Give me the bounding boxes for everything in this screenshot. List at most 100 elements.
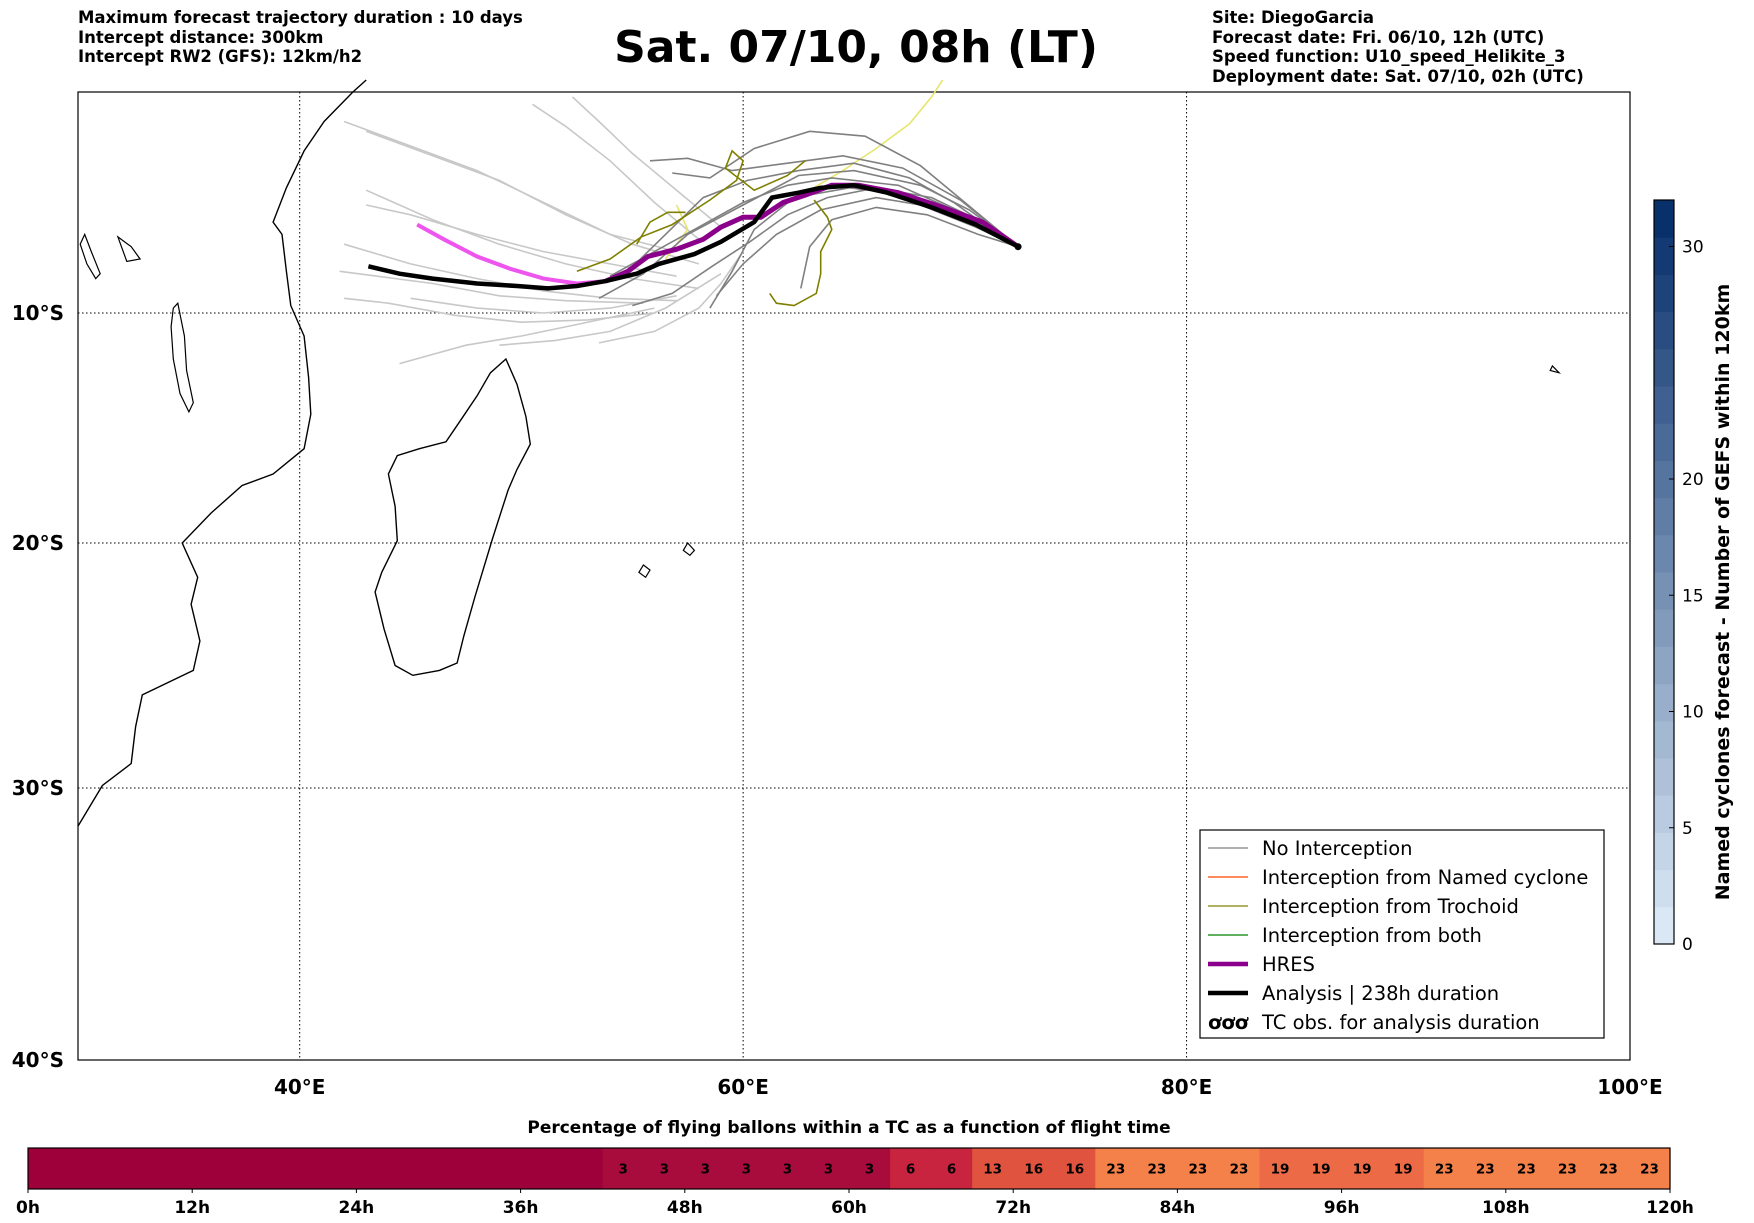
legend-label: HRES: [1262, 953, 1315, 976]
legend-label: Analysis | 238h duration: [1262, 982, 1499, 1005]
colorbar-band: [1654, 832, 1674, 871]
flight-time-cell-value: 23: [1435, 1162, 1454, 1178]
page-title: Sat. 07/10, 08h (LT): [614, 22, 1098, 73]
colorbar-band: [1654, 534, 1674, 573]
gefs-member-trajectory: [571, 96, 722, 228]
no-interception-trajectory: [672, 130, 1019, 248]
flight-time-cell-value: 3: [660, 1162, 669, 1178]
flight-time-cell-value: 16: [1024, 1162, 1043, 1178]
no-interception-trajectory: [649, 154, 1019, 248]
flight-time-cell: [192, 1148, 234, 1189]
flight-time-cell: [1136, 1148, 1178, 1189]
lake-outline: [79, 232, 101, 280]
colorbar-tick-label: 10: [1682, 703, 1704, 723]
legend-entry-both: Interception from both: [1208, 924, 1482, 947]
flight-time-cell: [849, 1148, 891, 1189]
lat-tick-label: 10°S: [12, 301, 64, 325]
flight-time-strip: Percentage of flying ballons within a TC…: [16, 1118, 1694, 1218]
flight-time-cell: [356, 1148, 399, 1189]
gefs-member-trajectory: [366, 204, 677, 277]
colorbar-band: [1654, 572, 1674, 610]
graticule: [78, 92, 1630, 1060]
flight-time-cell-value: 3: [701, 1162, 710, 1178]
flight-time-cell-value: 23: [1599, 1162, 1618, 1178]
gefs-member-trajectory: [343, 120, 677, 253]
colorbar-band: [1654, 200, 1674, 238]
colorbar-tick-label: 30: [1682, 238, 1704, 258]
legend-label: Interception from Named cyclone: [1262, 866, 1588, 889]
flight-time-cell-value: 19: [1312, 1162, 1331, 1178]
no-interception-trajectory: [632, 186, 1019, 307]
flight-time-cell-value: 23: [1558, 1162, 1577, 1178]
legend-box: [1199, 829, 1605, 1039]
flight-time-tick-label: 12h: [174, 1198, 210, 1218]
flight-time-cell-value: 3: [865, 1162, 874, 1178]
lat-tick-label: 20°S: [12, 531, 64, 555]
colorbar-band: [1654, 348, 1674, 387]
africa-coastline: [77, 79, 367, 827]
flight-time-cell-value: 23: [1476, 1162, 1495, 1178]
flight-time-cell: [479, 1148, 522, 1189]
flight-time-cell: [766, 1148, 809, 1189]
flight-time-cell-value: 6: [947, 1162, 956, 1178]
flight-time-cell-value: 6: [906, 1162, 915, 1178]
flight-time-tick-label: 36h: [503, 1198, 539, 1218]
legend-entry-hres: HRES: [1208, 953, 1315, 976]
legend: No Interception Interception from Named c…: [1199, 829, 1605, 1039]
colorbar-band: [1654, 869, 1674, 908]
colorbar-band: [1654, 460, 1674, 499]
flight-time-cell-value: 23: [1189, 1162, 1208, 1178]
flight-time-cell: [1546, 1148, 1589, 1189]
forecast-parameters: Maximum forecast trajectory duration : 1…: [78, 8, 523, 67]
flight-time-cell: [1382, 1148, 1425, 1189]
hres-trajectory: [604, 182, 1020, 284]
flight-time-strip-title: Percentage of flying ballons within a TC…: [527, 1118, 1170, 1138]
colorbar-band: [1654, 311, 1674, 350]
flight-time-cell: [397, 1148, 440, 1189]
gefs-member-trajectory: [399, 307, 655, 365]
flight-time-cell: [1054, 1148, 1096, 1189]
flight-time-cell: [1300, 1148, 1343, 1189]
flight-time-cell: [110, 1148, 152, 1189]
colorbar-band: [1654, 237, 1674, 275]
flight-time-cell: [643, 1148, 686, 1189]
param-max-duration: Maximum forecast trajectory duration : 1…: [78, 8, 523, 27]
flight-time-cell-value: 3: [824, 1162, 833, 1178]
lat-tick-label: 30°S: [12, 776, 64, 800]
flight-time-cell: [1177, 1148, 1220, 1189]
flight-time-cell: [520, 1148, 563, 1189]
flight-time-cell-value: 23: [1640, 1162, 1659, 1178]
legend-entry-tc-obs: ơơơ TC obs. for analysis duration: [1208, 1011, 1540, 1034]
colorbar-band: [1654, 906, 1674, 945]
launch-site-marker: [1014, 243, 1022, 251]
legend-entry-named-cyclone: Interception from Named cyclone: [1208, 866, 1588, 889]
flight-time-cell-value: 19: [1394, 1162, 1413, 1178]
info-deployment-date: Deployment date: Sat. 07/10, 02h (UTC): [1212, 66, 1584, 86]
flight-time-cell: [890, 1148, 932, 1189]
flight-time-cell: [274, 1148, 316, 1189]
flight-time-cell: [1464, 1148, 1507, 1189]
hres-trajectory-tail: [416, 222, 606, 286]
colorbar-band: [1654, 274, 1674, 313]
flight-time-cell: [1587, 1148, 1630, 1189]
flight-time-cell-value: 16: [1065, 1162, 1084, 1178]
colorbar-band: [1654, 720, 1674, 759]
flight-time-cell: [438, 1148, 481, 1189]
flight-time-cell: [931, 1148, 973, 1189]
flight-time-cell: [69, 1148, 111, 1189]
colorbar-band: [1654, 497, 1674, 536]
flight-time-cell: [28, 1148, 70, 1189]
gefs-member-trajectory: [365, 189, 699, 290]
colorbar-band: [1654, 758, 1674, 796]
gefs-member-trajectory: [339, 270, 644, 304]
lon-tick-label: 80°E: [1161, 1075, 1213, 1099]
flight-time-cell: [1259, 1148, 1302, 1189]
flight-time-cell-value: 3: [619, 1162, 628, 1178]
trochoid-interception-trajectory: [636, 211, 686, 245]
flight-time-cell: [1095, 1148, 1137, 1189]
madagascar-coastline: [374, 357, 532, 677]
lon-tick-label: 60°E: [717, 1075, 769, 1099]
colorbar-band: [1654, 386, 1674, 424]
info-site: Site: DiegoGarcia: [1212, 8, 1375, 27]
flight-time-cell: [1628, 1148, 1671, 1189]
